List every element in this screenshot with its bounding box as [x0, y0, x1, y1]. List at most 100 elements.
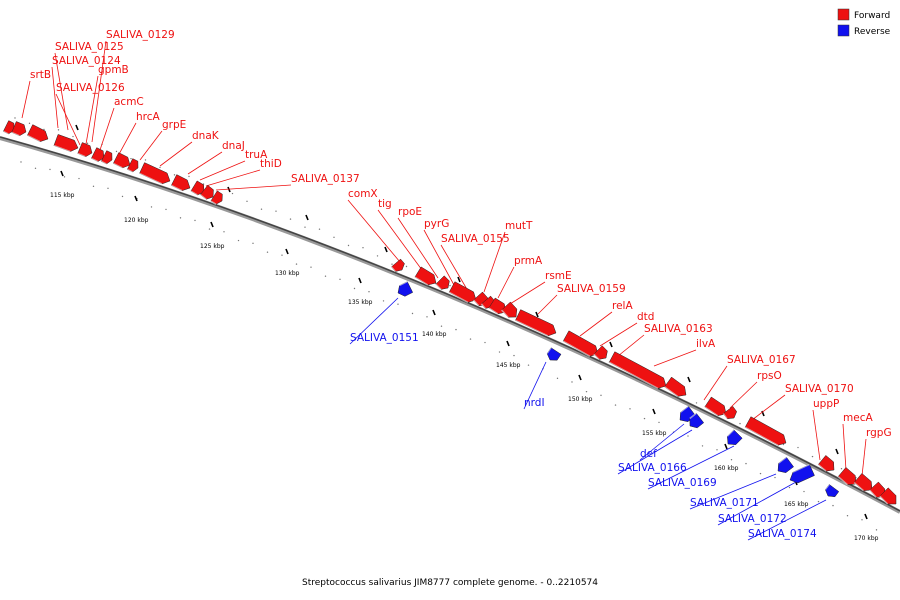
gene-forward-6[interactable]	[100, 150, 113, 165]
leader-line	[99, 107, 115, 151]
gene-label: dnaJ	[222, 140, 245, 152]
leader-line	[842, 423, 847, 471]
track-dot	[78, 177, 80, 180]
leader-line	[509, 281, 546, 305]
gene-forward-7[interactable]	[112, 152, 131, 169]
gene-forward-25[interactable]	[608, 351, 667, 390]
gene-forward-12[interactable]	[199, 184, 214, 200]
track-dot	[92, 185, 95, 188]
track-dot	[107, 187, 109, 190]
gene-forward-23[interactable]	[562, 330, 599, 357]
scale-tick-label: 130 kbp	[275, 270, 300, 277]
gene-forward-24[interactable]	[593, 345, 608, 360]
gene-label: def	[640, 448, 657, 460]
gene-forward-29[interactable]	[744, 416, 787, 446]
gene-forward-11[interactable]	[190, 180, 205, 196]
track-dot	[397, 303, 399, 305]
legend-entry-reverse: Reverse	[837, 24, 891, 37]
scale-tick-label: 125 kbp	[200, 243, 225, 250]
gene-label: mecA	[843, 412, 873, 424]
leader-line	[139, 130, 163, 161]
genome-backbone-core	[0, 136, 900, 512]
scale-tick-mark	[384, 246, 388, 253]
gene-label: thiD	[260, 158, 282, 170]
gene-label: dtd	[637, 311, 654, 323]
leader-line	[751, 394, 786, 421]
track-dot	[188, 175, 190, 178]
gene-reverse-1[interactable]	[546, 347, 562, 361]
gene-forward-16[interactable]	[435, 275, 450, 290]
gene-forward-10[interactable]	[170, 174, 191, 192]
gene-reverse-3[interactable]	[689, 412, 705, 429]
gene-forward-3[interactable]	[53, 134, 79, 153]
gene-label: SALIVA_0166	[618, 462, 687, 474]
gene-forward-8[interactable]	[126, 158, 139, 173]
gene-forward-14[interactable]	[390, 258, 405, 272]
gene-forward-17[interactable]	[448, 281, 477, 304]
gene-label: rpsO	[757, 370, 782, 382]
track-dot	[246, 200, 248, 203]
track-dot	[252, 242, 254, 245]
track-dot	[20, 161, 22, 163]
gene-forward-15[interactable]	[414, 266, 437, 286]
leader-line	[85, 75, 99, 145]
gene-label: srtB	[30, 69, 51, 81]
gene-forward-4[interactable]	[77, 142, 93, 158]
gene-forward-22[interactable]	[515, 309, 557, 337]
gene-label: prmA	[514, 255, 543, 267]
gene-forward-2[interactable]	[26, 124, 49, 143]
scale-tick-mark	[506, 340, 510, 347]
leader-line	[523, 361, 547, 410]
gene-reverse-4[interactable]	[726, 429, 743, 445]
track-dot	[28, 122, 31, 125]
scale-tick-mark	[60, 170, 64, 177]
gene-forward-27[interactable]	[704, 396, 727, 417]
track-dot	[362, 246, 364, 249]
track-dot	[353, 287, 356, 290]
track-dot	[208, 228, 211, 230]
track-dot	[759, 472, 762, 475]
track-dot	[281, 254, 283, 256]
gene-label: SALIVA_0137	[291, 173, 360, 185]
gene-forward-26[interactable]	[664, 376, 687, 398]
track-dot	[840, 467, 843, 470]
gene-forward-28[interactable]	[722, 406, 737, 420]
track-dot	[194, 219, 196, 222]
track-dot	[846, 514, 849, 517]
track-dot	[130, 157, 132, 160]
track-dot	[324, 275, 327, 277]
leader-line	[483, 231, 506, 293]
gene-label: dnaK	[192, 130, 220, 142]
leader-line	[423, 229, 455, 286]
gene-forward-30[interactable]	[817, 455, 835, 472]
gene-forward-31[interactable]	[837, 467, 857, 486]
track-dot	[875, 529, 878, 531]
gene-label: nrdI	[524, 397, 545, 409]
track-dot	[237, 239, 240, 242]
track-dot	[556, 377, 559, 380]
gene-forward-1[interactable]	[11, 121, 27, 137]
gene-reverse-6[interactable]	[789, 463, 815, 484]
scale-tick-mark	[457, 276, 461, 283]
leader-line	[729, 381, 758, 409]
track-dot	[275, 210, 277, 212]
leader-line	[377, 209, 423, 271]
gene-reverse-0[interactable]	[397, 280, 414, 297]
gene-forward-13[interactable]	[210, 190, 223, 205]
track-dot	[223, 231, 225, 233]
gene-forward-32[interactable]	[853, 473, 873, 492]
gene-reverse-5[interactable]	[777, 456, 794, 473]
track-dot	[165, 208, 167, 211]
gene-forward-34[interactable]	[879, 487, 897, 505]
scale-tick-mark	[75, 124, 79, 131]
gene-forward-5[interactable]	[90, 147, 105, 163]
scale-tick-label: 160 kbp	[714, 465, 739, 472]
gene-label: pyrG	[424, 218, 449, 230]
gene-forward-21[interactable]	[501, 301, 518, 318]
scale-tick-mark	[609, 341, 613, 348]
gene-reverse-7[interactable]	[824, 483, 840, 498]
track-dot	[333, 236, 335, 239]
gene-forward-9[interactable]	[139, 162, 171, 185]
track-dot	[687, 435, 689, 437]
